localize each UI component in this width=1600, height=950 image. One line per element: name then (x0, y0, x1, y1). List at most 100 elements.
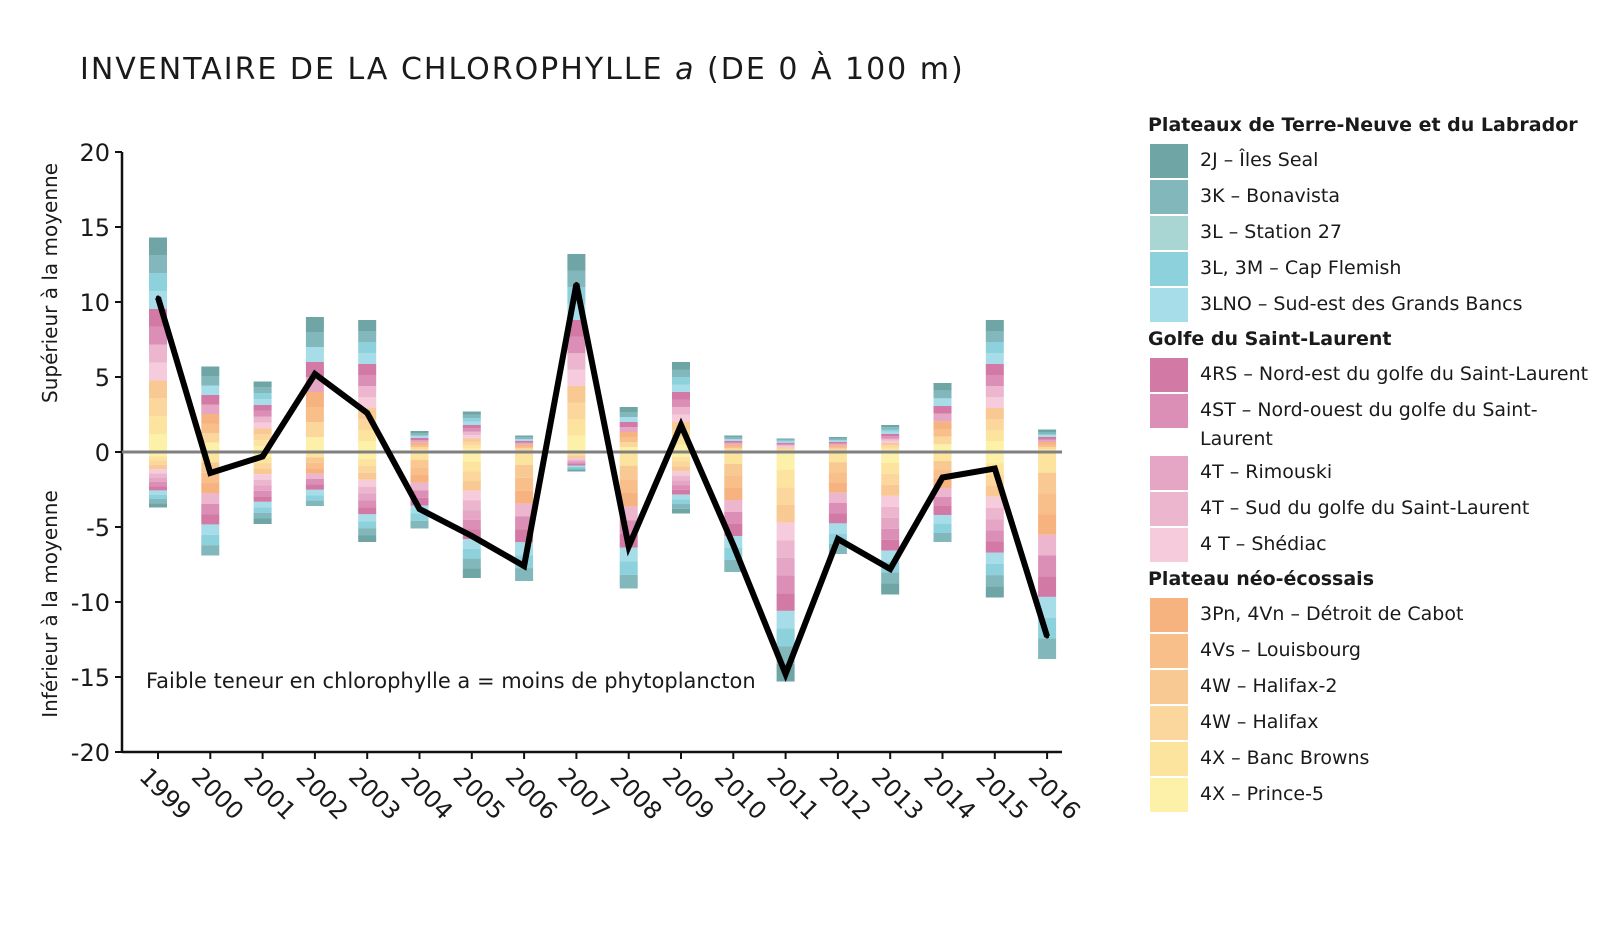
bar-segment-2004-neg-4 (410, 482, 429, 491)
bar-segment-2011-pos-4 (776, 446, 795, 448)
bar-segment-2016-neg-9 (1038, 638, 1057, 659)
bar-segment-2003-neg-1 (358, 458, 377, 466)
bar-segment-1999-pos-3 (149, 380, 167, 399)
bar-segment-2010-neg-5 (724, 512, 743, 524)
legend-swatch (1150, 778, 1188, 812)
bar-segment-2003-neg-3 (358, 472, 377, 480)
bar-segment-2000-neg-3 (201, 483, 220, 494)
bar-segment-2000-neg-5 (201, 503, 220, 515)
bar-segment-2014-neg-0 (933, 452, 952, 461)
bar-segment-2013-neg-11 (881, 572, 900, 584)
bar-segment-2003-neg-6 (358, 493, 377, 501)
series-point-2014 (940, 475, 945, 480)
y-tick-label--5: -5 (86, 514, 110, 542)
bar-segment-2005-neg-9 (462, 539, 481, 549)
bar-segment-2008-neg-7 (619, 547, 638, 562)
bar-segment-2009-pos-9 (672, 377, 690, 385)
bar-segment-2013-pos-4 (881, 440, 900, 443)
bar-segment-2007-pos-5 (567, 353, 586, 370)
bar-segment-2015-neg-5 (985, 507, 1004, 520)
bar-segment-2001-neg-5 (253, 479, 272, 486)
bar-segment-2001-neg-11 (253, 512, 272, 519)
bar-segment-1999-neg-11 (149, 498, 167, 504)
legend-item: 3K – Bonavista (1150, 180, 1590, 214)
series-point-2010 (731, 543, 736, 547)
bar-segment-2009-neg-4 (672, 470, 690, 476)
legend-label: 4ST – Nord-ouest du golfe du Saint-Laure… (1200, 399, 1538, 450)
bar-segment-2015-pos-5 (985, 386, 1004, 397)
title-prefix: INVENTAIRE DE LA CHLOROPHYLLE (80, 52, 664, 87)
legend-label: 3K – Bonavista (1200, 185, 1340, 207)
bar-segment-2001-pos-5 (253, 416, 272, 423)
bar-segment-2000-neg-0 (201, 452, 220, 463)
bar-segment-2002-pos-7 (305, 332, 324, 347)
legend-swatch (1150, 598, 1188, 632)
bar-segment-1999-pos-2 (149, 398, 167, 417)
bar-segment-2016-neg-6 (1038, 576, 1057, 597)
legend-label: 4T – Sud du golfe du Saint-Laurent (1200, 497, 1530, 519)
legend-label: 3LNO – Sud-est des Grands Bancs (1200, 293, 1523, 315)
bar-segment-2009-pos-8 (672, 384, 690, 392)
bar-segment-2004-neg-5 (410, 490, 429, 498)
bar-segment-2005-neg-5 (462, 500, 481, 511)
bar-segment-2001-pos-1 (253, 440, 272, 447)
bar-segment-2007-neg-8 (567, 464, 586, 466)
bar-segment-2003-pos-11 (358, 320, 377, 331)
bar-segment-2015-pos-1 (985, 430, 1004, 441)
bar-segment-2006-neg-9 (515, 568, 534, 581)
bar-segment-2015-pos-7 (985, 364, 1004, 375)
bar-segment-2012-neg-4 (828, 492, 847, 503)
bar-segment-2003-neg-4 (358, 479, 377, 487)
bar-segment-2005-pos-0 (462, 448, 481, 452)
bar-segment-2008-neg-2 (619, 479, 638, 493)
bar-segment-2016-pos-4 (1038, 439, 1057, 442)
bar-segment-2010-neg-0 (724, 452, 743, 464)
bar-segment-2008-neg-8 (619, 561, 638, 575)
series-point-2016 (1045, 634, 1050, 639)
bar-segment-2009-pos-11 (672, 362, 690, 370)
bar-segment-2011-pos-6 (776, 444, 795, 446)
bar-segment-2015-neg-12 (985, 586, 1004, 598)
bar-segment-2003-pos-10 (358, 331, 377, 342)
bar-segment-2015-pos-8 (985, 353, 1004, 364)
bar-segment-2003-neg-7 (358, 500, 377, 508)
legend-label: 3L – Station 27 (1200, 221, 1343, 243)
legend-swatch (1150, 706, 1188, 740)
bar-segment-2003-neg-10 (358, 521, 377, 529)
bar-segment-2009-pos-0 (672, 444, 690, 452)
series-point-2005 (469, 534, 474, 538)
bar-segment-2007-neg-9 (567, 465, 586, 467)
bar-segment-2005-neg-3 (462, 481, 481, 491)
bar-segment-2014-pos-7 (933, 390, 952, 399)
bar-segment-2011-pos-9 (776, 440, 795, 442)
bar-segment-1999-neg-10 (149, 494, 167, 499)
bar-segment-2008-neg-0 (619, 452, 638, 466)
bar-segment-2012-pos-6 (828, 440, 847, 442)
x-tick-label-2009: 2009 (657, 762, 720, 825)
bar-segment-1999-pos-5 (149, 344, 167, 363)
bar-segment-2007-neg-2 (567, 455, 586, 457)
bar-segment-2005-neg-2 (462, 471, 481, 482)
bar-segment-2007-neg-1 (567, 453, 586, 455)
bar-segment-2002-pos-2 (305, 407, 324, 422)
bar-segment-1999-pos-10 (149, 255, 167, 274)
legend-label: 4X – Prince-5 (1200, 783, 1325, 805)
bar-segment-2009-neg-12 (672, 508, 690, 514)
bar-segment-2005-pos-6 (462, 428, 481, 432)
bar-segment-1999-neg-3 (149, 464, 167, 470)
bar-segment-2005-pos-2 (462, 441, 481, 446)
bar-segment-2013-pos-2 (881, 445, 900, 448)
bar-segment-2007-neg-12 (567, 470, 586, 472)
bar-segment-2005-pos-11 (462, 411, 481, 415)
bar-segment-2016-neg-0 (1038, 452, 1057, 473)
bar-segment-2004-neg-1 (410, 459, 429, 468)
bar-segment-2013-pos-5 (881, 438, 900, 441)
bar-segment-2011-neg-5 (776, 540, 795, 558)
bar-segment-2008-pos-0 (619, 447, 638, 452)
legend-label: 4X – Banc Browns (1200, 747, 1370, 769)
bar-segment-2001-neg-6 (253, 485, 272, 491)
bar-segment-2006-pos-8 (515, 435, 534, 438)
legend-item: 3LNO – Sud-est des Grands Bancs (1150, 288, 1590, 322)
legend-label: 4 T – Shédiac (1200, 533, 1327, 555)
bar-segment-2001-pos-10 (253, 387, 272, 394)
